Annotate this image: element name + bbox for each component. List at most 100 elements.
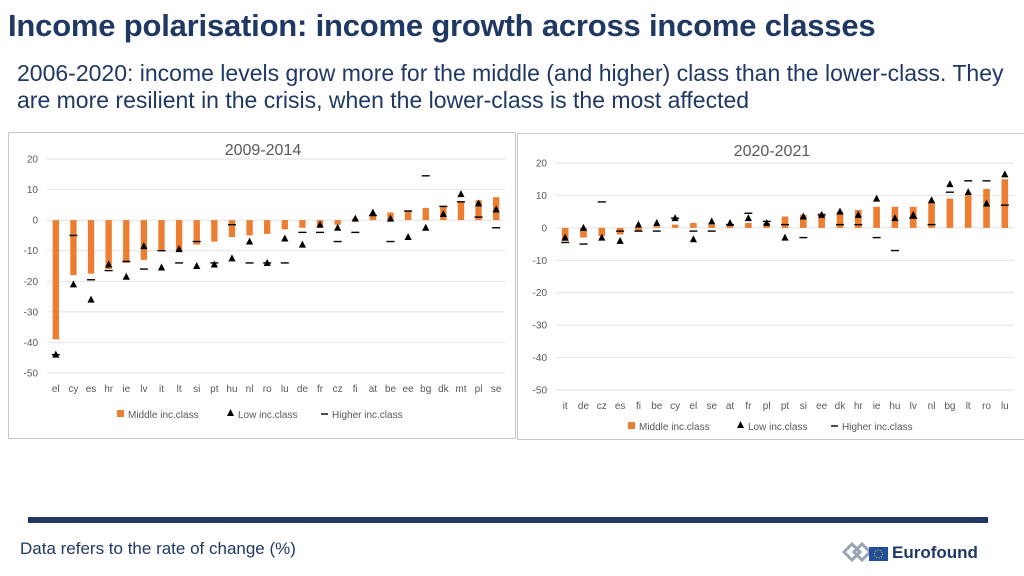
category-label-ro: ro: [263, 384, 272, 395]
marker-low-nl: [927, 196, 936, 204]
marker-low-se: [708, 217, 716, 225]
bar-middle-hu: [228, 220, 236, 237]
category-label-at: at: [726, 401, 735, 412]
marker-low-fr: [316, 220, 324, 228]
category-label-ro: ro: [982, 401, 991, 412]
bar-middle-ee: [404, 210, 412, 221]
bar-middle-es: [87, 220, 95, 274]
bar-middle-pt: [781, 216, 789, 228]
marker-low-bg: [422, 223, 430, 231]
bar-middle-at: [369, 215, 377, 221]
category-label-dk: dk: [438, 384, 450, 395]
marker-low-lt: [175, 245, 183, 253]
marker-low-pl: [763, 218, 771, 226]
category-label-bg: bg: [420, 384, 431, 395]
bar-middle-hr: [105, 220, 112, 270]
bar-middle-cy: [671, 224, 679, 228]
marker-low-es: [87, 295, 95, 303]
y-tick-label: -30: [533, 321, 548, 332]
marker-low-pl: [474, 199, 483, 207]
bar-middle-ie: [123, 220, 130, 263]
marker-low-at: [369, 208, 377, 216]
legend-swatch-middle: [628, 422, 635, 429]
y-tick-label: -40: [533, 353, 548, 364]
legend-swatch-low: [227, 409, 234, 416]
bar-middle-at: [726, 224, 734, 228]
bar-middle-lt: [964, 195, 972, 228]
bar-middle-de: [580, 227, 587, 238]
bar-middle-lv: [140, 220, 148, 260]
y-tick-label: 10: [27, 185, 39, 196]
category-label-pl: pl: [763, 401, 771, 412]
marker-low-pt: [210, 260, 218, 268]
category-label-it: it: [563, 401, 568, 412]
chart-panel-2020-2021: 2020-2021 20 10 0 -10 -20 -30 -40 -50 it de cz es fi b…: [517, 133, 1024, 440]
marker-low-mt: [457, 190, 465, 198]
category-label-si: si: [800, 401, 807, 412]
bar-middle-el: [690, 222, 697, 228]
bar-middle-nl: [246, 220, 253, 236]
bar-middle-lu: [1001, 179, 1009, 228]
legend-swatch-low: [737, 421, 744, 428]
category-label-cy: cy: [68, 384, 78, 395]
legend-label-higher: Higher inc.class: [332, 410, 403, 421]
slide-title: Income polarisation: income growth acros…: [8, 8, 876, 43]
category-label-si: si: [193, 384, 200, 395]
marker-low-fr: [744, 214, 752, 222]
category-label-ie: ie: [873, 401, 881, 412]
marker-low-fi: [351, 214, 359, 222]
marker-low-be: [386, 214, 395, 222]
category-label-be: be: [651, 401, 663, 412]
y-tick-label: -10: [24, 246, 39, 257]
category-label-de: de: [578, 401, 590, 412]
marker-low-dk: [836, 207, 844, 215]
y-tick-label: -10: [533, 256, 548, 267]
legend-label-middle: Middle inc.class: [128, 410, 199, 421]
bar-middle-cy: [70, 220, 77, 276]
marker-low-pt: [781, 233, 789, 241]
marker-low-cz: [334, 223, 342, 231]
eurofound-emblem-icon: [841, 541, 888, 563]
marker-low-se: [492, 205, 500, 213]
y-tick-label: 20: [27, 155, 39, 166]
logo-text: Eurofound: [892, 543, 978, 562]
bar-middle-lt: [175, 220, 183, 251]
y-tick-label: -50: [533, 386, 548, 397]
category-label-bg: bg: [944, 401, 955, 412]
marker-low-de: [298, 240, 307, 248]
marker-low-lu: [281, 234, 289, 242]
marker-low-hr: [854, 210, 862, 218]
category-label-hu: hu: [889, 401, 900, 412]
y-tick-label: -20: [533, 288, 548, 299]
eurofound-logo: Eurofound: [838, 537, 978, 567]
marker-low-el: [689, 235, 697, 243]
legend-swatch-middle: [117, 410, 124, 417]
marker-low-lv: [140, 242, 148, 250]
category-label-lt: lt: [177, 384, 182, 395]
marker-low-si: [193, 262, 201, 269]
category-label-de: de: [297, 384, 309, 395]
y-tick-label: -30: [24, 307, 39, 318]
marker-low-bg: [946, 180, 954, 188]
bar-middle-si: [800, 214, 807, 228]
bar-middle-it: [158, 220, 165, 251]
y-tick-label: 0: [32, 216, 38, 227]
marker-low-fi: [634, 220, 643, 228]
category-label-pl: pl: [475, 384, 483, 395]
bar-middle-ro: [983, 188, 990, 228]
y-tick-label: -20: [24, 277, 39, 288]
marker-low-dk: [439, 210, 447, 218]
category-label-cz: cz: [333, 384, 343, 395]
bar-middle-bg: [946, 198, 954, 228]
marker-low-ro: [982, 199, 991, 207]
bar-middle-de: [299, 220, 306, 228]
marker-low-cy: [69, 280, 78, 288]
category-label-it: it: [159, 384, 164, 395]
category-label-mt: mt: [455, 384, 466, 395]
bar-middle-hr: [854, 210, 862, 228]
chart-panel-2009-2014: 2009-2014 20 10 0 -10 -20 -30 -40 -50 el cy es hr ie l…: [8, 132, 516, 439]
category-label-el: el: [690, 401, 698, 412]
bar-middle-be: [653, 226, 661, 228]
y-tick-label: 0: [541, 223, 547, 234]
